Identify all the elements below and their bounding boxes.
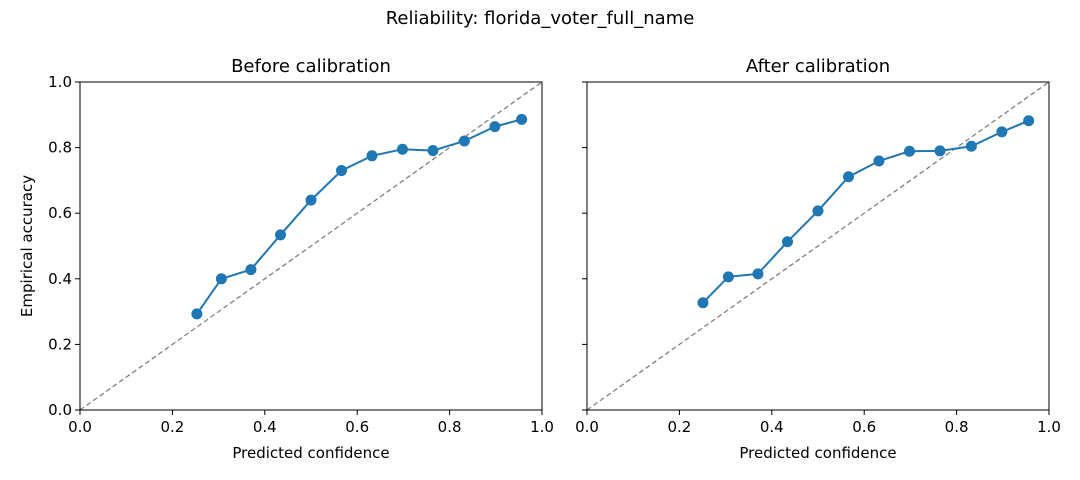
data-point bbox=[873, 155, 885, 167]
panel-title: After calibration bbox=[746, 56, 890, 77]
data-point bbox=[215, 273, 227, 285]
panel-title: Before calibration bbox=[231, 56, 391, 77]
y-tick-label: 0.6 bbox=[48, 204, 72, 222]
data-point bbox=[335, 165, 347, 177]
y-tick-label: 0.4 bbox=[48, 270, 72, 288]
x-tick-label: 0.2 bbox=[667, 418, 691, 436]
data-point bbox=[516, 113, 528, 125]
data-point bbox=[275, 229, 287, 241]
y-tick-label: 0.8 bbox=[48, 139, 72, 157]
data-point bbox=[305, 194, 317, 206]
data-point bbox=[1023, 115, 1035, 127]
data-point bbox=[934, 145, 946, 157]
y-tick-label: 1.0 bbox=[48, 73, 72, 91]
x-tick-label: 0.4 bbox=[760, 418, 784, 436]
x-tick-label: 0.6 bbox=[852, 418, 876, 436]
y-tick-label: 0.0 bbox=[48, 401, 72, 419]
data-point bbox=[903, 145, 915, 157]
data-point bbox=[427, 145, 439, 157]
x-tick-label: 0.0 bbox=[68, 418, 92, 436]
data-point bbox=[697, 297, 709, 309]
data-point bbox=[458, 135, 470, 147]
data-point bbox=[489, 121, 501, 133]
data-point bbox=[722, 271, 734, 283]
x-tick-label: 0.2 bbox=[160, 418, 184, 436]
x-tick-label: 1.0 bbox=[530, 418, 554, 436]
data-point bbox=[842, 171, 854, 183]
x-tick-label: 0.4 bbox=[253, 418, 277, 436]
data-point bbox=[996, 126, 1008, 138]
perfect-calibration-line bbox=[586, 81, 1050, 411]
x-tick-label: 0.6 bbox=[345, 418, 369, 436]
axes-frame bbox=[586, 81, 1050, 411]
y-tick-label: 0.2 bbox=[48, 335, 72, 353]
data-point bbox=[965, 140, 977, 152]
data-point bbox=[782, 236, 794, 248]
data-point bbox=[191, 308, 203, 320]
data-point bbox=[752, 268, 764, 280]
x-tick-label: 0.8 bbox=[438, 418, 462, 436]
data-point bbox=[366, 150, 378, 162]
x-tick-label: 1.0 bbox=[1037, 418, 1061, 436]
data-point bbox=[245, 264, 257, 276]
y-axis-label: Empirical accuracy bbox=[18, 175, 36, 317]
figure-title: Reliability: florida_voter_full_name bbox=[386, 8, 695, 29]
data-point bbox=[812, 205, 824, 217]
after-calibration-panel: After calibration 0.0 0.2 0.4 0.6 0.8 1.0 Predi… bbox=[575, 56, 1061, 462]
x-tick-label: 0.8 bbox=[945, 418, 969, 436]
x-axis-label: Predicted confidence bbox=[232, 444, 389, 462]
before-calibration-panel: Before calibration 0.0 0.2 0.4 0.6 0.8 1.0 0.0 0… bbox=[18, 56, 554, 462]
x-axis-label: Predicted confidence bbox=[739, 444, 896, 462]
x-tick-label: 0.0 bbox=[575, 418, 599, 436]
data-point bbox=[396, 143, 408, 155]
axes-frame bbox=[79, 81, 543, 411]
